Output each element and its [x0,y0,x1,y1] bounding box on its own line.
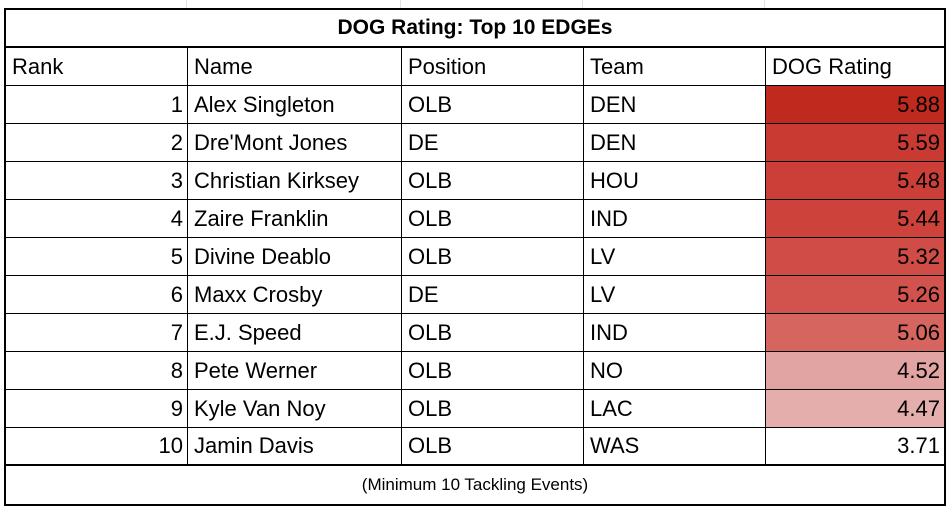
cell-name[interactable]: Alex Singleton [188,86,402,123]
cell-rank[interactable]: 5 [6,238,188,275]
header-name[interactable]: Name [188,48,402,85]
cell-rank[interactable]: 3 [6,162,188,199]
cell-name[interactable]: E.J. Speed [188,314,402,351]
cell-dog-rating[interactable]: 5.44 [766,200,944,237]
cell-position[interactable]: OLB [402,238,584,275]
cell-name[interactable]: Jamin Davis [188,428,402,464]
header-dog-rating[interactable]: DOG Rating [772,53,892,79]
cell-rank[interactable]: 6 [6,276,188,313]
ratings-table: DOG Rating: Top 10 EDGEs Rank Name Posit… [4,8,946,506]
cell-dog-rating[interactable]: 3.71 [766,428,944,464]
table-row: 9 Kyle Van Noy OLB LAC 4.47 [6,390,944,428]
cell-name[interactable]: Dre'Mont Jones [188,124,402,161]
cell-position[interactable]: OLB [402,428,584,464]
table-footer-note[interactable]: (Minimum 10 Tackling Events) [361,475,589,494]
cell-dog-rating[interactable]: 5.88 [766,86,944,123]
header-position[interactable]: Position [402,48,584,85]
cell-position[interactable]: OLB [402,162,584,199]
cell-dog-rating[interactable]: 5.06 [766,314,944,351]
table-row: 4 Zaire Franklin OLB IND 5.44 [6,200,944,238]
cell-name[interactable]: Kyle Van Noy [188,390,402,427]
cell-team[interactable]: DEN [584,124,766,161]
cell-name[interactable]: Zaire Franklin [188,200,402,237]
cell-team[interactable]: LV [584,238,766,275]
cell-rank[interactable]: 4 [6,200,188,237]
cell-rank[interactable]: 10 [6,428,188,464]
table-row: 8 Pete Werner OLB NO 4.52 [6,352,944,390]
cell-dog-rating[interactable]: 5.59 [766,124,944,161]
table-title[interactable]: DOG Rating: Top 10 EDGEs [6,10,944,48]
cell-position[interactable]: DE [402,276,584,313]
table-row: 5 Divine Deablo OLB LV 5.32 [6,238,944,276]
cell-dog-rating[interactable]: 5.32 [766,238,944,275]
cell-team[interactable]: IND [584,200,766,237]
cell-position[interactable]: OLB [402,200,584,237]
cell-position[interactable]: OLB [402,86,584,123]
cell-dog-rating[interactable]: 5.26 [766,276,944,313]
cell-team[interactable]: IND [584,314,766,351]
cell-rank[interactable]: 9 [6,390,188,427]
table-row: 6 Maxx Crosby DE LV 5.26 [6,276,944,314]
table-body: 1 Alex Singleton OLB DEN 5.88 2 Dre'Mont Jones… [6,86,944,466]
table-row: 10 Jamin Davis OLB WAS 3.71 [6,428,944,466]
table-row: 3 Christian Kirksey OLB HOU 5.48 [6,162,944,200]
cell-dog-rating[interactable]: 4.47 [766,390,944,427]
cell-rank[interactable]: 2 [6,124,188,161]
column-gridlines [0,0,952,8]
cell-position[interactable]: DE [402,124,584,161]
header-team[interactable]: Team [584,48,766,85]
cell-name[interactable]: Pete Werner [188,352,402,389]
cell-team[interactable]: NO [584,352,766,389]
cell-team[interactable]: WAS [584,428,766,464]
cell-rank[interactable]: 7 [6,314,188,351]
cell-team[interactable]: HOU [584,162,766,199]
table-row: 7 E.J. Speed OLB IND 5.06 [6,314,944,352]
cell-dog-rating[interactable]: 4.52 [766,352,944,389]
cell-dog-rating[interactable]: 5.48 [766,162,944,199]
header-rank[interactable]: Rank [6,48,188,85]
cell-rank[interactable]: 8 [6,352,188,389]
cell-position[interactable]: OLB [402,352,584,389]
cell-team[interactable]: DEN [584,86,766,123]
cell-team[interactable]: LV [584,276,766,313]
cell-rank[interactable]: 1 [6,86,188,123]
table-row: 2 Dre'Mont Jones DE DEN 5.59 [6,124,944,162]
cell-name[interactable]: Maxx Crosby [188,276,402,313]
cell-team[interactable]: LAC [584,390,766,427]
cell-name[interactable]: Divine Deablo [188,238,402,275]
cell-position[interactable]: OLB [402,390,584,427]
table-row: 1 Alex Singleton OLB DEN 5.88 [6,86,944,124]
header-row: Rank Name Position Team DOG Rating [6,48,944,86]
cell-name[interactable]: Christian Kirksey [188,162,402,199]
cell-position[interactable]: OLB [402,314,584,351]
